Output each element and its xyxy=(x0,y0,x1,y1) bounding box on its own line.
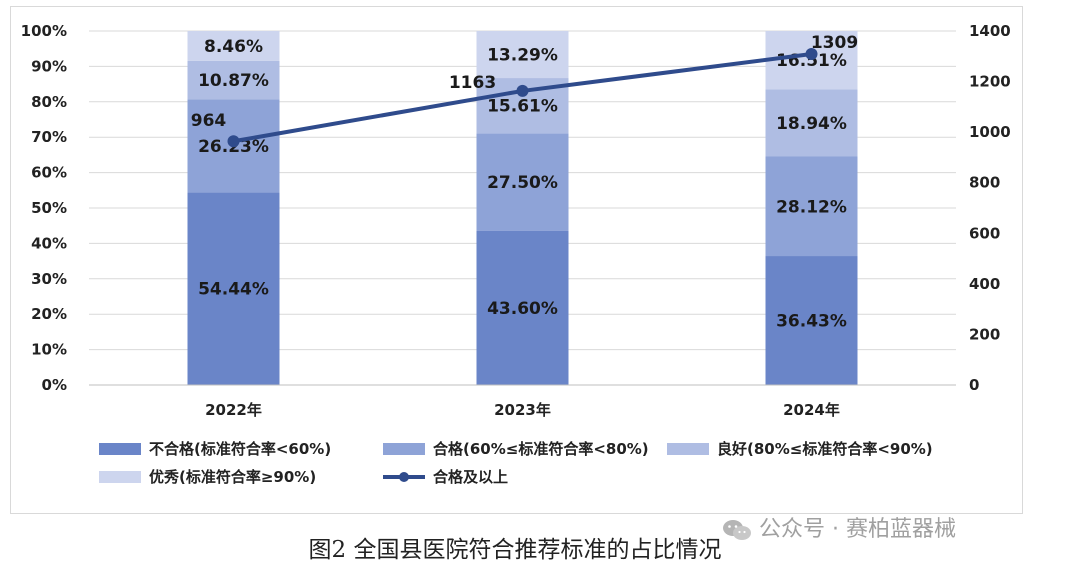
line-point-label: 964 xyxy=(191,111,227,131)
bar-segment xyxy=(476,133,569,231)
bar-segment xyxy=(765,89,858,157)
bar-segment xyxy=(765,256,858,385)
y-left-tick-label: 100% xyxy=(21,22,67,40)
segment-value-label: 27.50% xyxy=(487,173,558,193)
legend-label: 合格(60%≤标准符合率<80%) xyxy=(432,440,649,458)
line-point-label: 1309 xyxy=(811,33,858,53)
y-left-tick-label: 20% xyxy=(31,305,67,323)
legend-label: 不合格(标准符合率<60%) xyxy=(149,440,331,458)
bar-segment xyxy=(187,31,280,61)
segment-value-label: 54.44% xyxy=(198,280,269,300)
line-series: 964 1163 1309 xyxy=(191,33,858,148)
y-left-tick-label: 50% xyxy=(31,199,67,217)
y-right-tick-label: 800 xyxy=(969,174,1000,192)
bar-segment xyxy=(187,60,280,100)
legend-swatch xyxy=(667,443,709,455)
segment-value-label: 36.43% xyxy=(776,312,847,332)
y-right-tick-label: 0 xyxy=(969,376,979,394)
legend: 不合格(标准符合率<60%) 合格(60%≤标准符合率<80%) 良好(80%≤标准… xyxy=(99,440,933,486)
figure-caption: 图2 全国县医院符合推荐标准的占比情况 xyxy=(308,537,722,563)
bar-segment xyxy=(476,31,569,79)
x-tick-label: 2024年 xyxy=(783,401,840,419)
bar-segment xyxy=(476,230,569,385)
segment-value-label: 43.60% xyxy=(487,299,558,319)
y-left-tick-label: 40% xyxy=(31,234,67,252)
line-point xyxy=(227,135,240,148)
y-left-tick-label: 90% xyxy=(31,57,67,75)
line-point xyxy=(516,84,529,97)
chart: 54.44%26.23%10.87%8.46%43.60%27.50%15.61… xyxy=(21,22,1011,486)
legend-swatch xyxy=(99,443,141,455)
line-point-label: 1163 xyxy=(449,73,496,93)
segment-value-label: 28.12% xyxy=(776,197,847,217)
y-right-tick-label: 200 xyxy=(969,325,1000,343)
axes: 0% 10% 20% 30% 40% 50% 60% 70% 80% 90% 100% 0 200 400… xyxy=(21,22,1011,419)
legend-line-marker xyxy=(399,472,409,482)
y-right-tick-label: 1000 xyxy=(969,123,1011,141)
y-right-tick-label: 1200 xyxy=(969,73,1011,91)
y-left-tick-label: 10% xyxy=(31,341,67,359)
bar-segment xyxy=(765,31,858,90)
watermark: 公众号 · 赛柏蓝器械 xyxy=(722,511,956,543)
y-right-tick-label: 400 xyxy=(969,275,1000,293)
y-left-tick-label: 30% xyxy=(31,270,67,288)
bars xyxy=(187,31,858,385)
legend-label: 合格及以上 xyxy=(432,468,508,486)
x-tick-label: 2023年 xyxy=(494,401,551,419)
y-right-tick-label: 600 xyxy=(969,224,1000,242)
y-left-tick-label: 0% xyxy=(42,376,67,394)
legend-label: 良好(80%≤标准符合率<90%) xyxy=(717,440,933,458)
segment-value-label: 13.29% xyxy=(487,46,558,66)
bar-segment xyxy=(765,156,858,257)
x-tick-label: 2022年 xyxy=(205,401,262,419)
legend-swatch xyxy=(383,443,425,455)
y-left-tick-label: 70% xyxy=(31,128,67,146)
watermark-text: 公众号 · 赛柏蓝器械 xyxy=(759,517,956,542)
segment-value-label: 15.61% xyxy=(487,97,558,117)
bar-segment xyxy=(187,192,280,385)
line-point xyxy=(805,48,818,61)
legend-swatch xyxy=(99,471,141,483)
legend-label: 优秀(标准符合率≥90%) xyxy=(149,468,316,486)
segment-value-label: 8.46% xyxy=(204,37,263,57)
wechat-icon xyxy=(723,520,751,540)
segment-value-label: 10.87% xyxy=(198,71,269,91)
y-left-tick-label: 80% xyxy=(31,93,67,111)
segment-value-label: 18.94% xyxy=(776,114,847,134)
y-right-tick-label: 1400 xyxy=(969,22,1011,40)
segment-labels: 54.44%26.23%10.87%8.46%43.60%27.50%15.61… xyxy=(198,37,847,332)
y-left-tick-label: 60% xyxy=(31,164,67,182)
chart-frame: 54.44%26.23%10.87%8.46%43.60%27.50%15.61… xyxy=(10,6,1023,514)
